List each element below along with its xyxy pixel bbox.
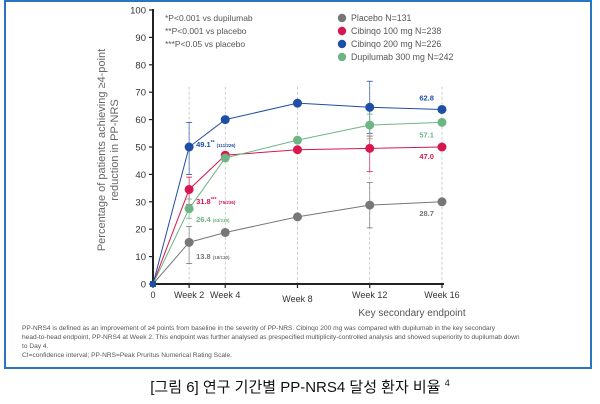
y-tick-label: 30 xyxy=(135,197,146,208)
data-label: 13.8 (18/130) xyxy=(196,252,230,261)
x-tick-label: Week 8 xyxy=(282,294,312,304)
legend-marker xyxy=(337,39,347,49)
chart: 0 10 20 30 40 50 60 70 80 90 100 0 Week 2 Week 4 Week … xyxy=(96,6,466,320)
x-tick-label: Week 2 xyxy=(174,290,204,300)
data-point xyxy=(437,142,447,152)
significance-footnote: *P<0.001 vs dupilumab xyxy=(165,13,253,23)
legend-label: Placebo N=131 xyxy=(351,13,412,23)
data-point xyxy=(292,135,302,145)
data-label: 31.8*** (75/236) xyxy=(196,197,236,206)
significance-footnote: **P<0.001 vs placebo xyxy=(165,26,247,36)
data-label: 49.1** (111/226) xyxy=(196,140,236,149)
x-axis-label: Key secondary endpoint xyxy=(358,308,466,319)
legend-marker xyxy=(337,13,347,23)
footnote-line: head-to-head endpoint, PP-NRS4 at Week 2… xyxy=(22,334,520,341)
y-tick-label: 0 xyxy=(141,280,146,291)
y-tick-label: 70 xyxy=(135,88,146,99)
data-label: 47.0 xyxy=(419,152,434,161)
data-point xyxy=(292,145,302,155)
y-tick-label: 50 xyxy=(135,143,146,154)
data-point xyxy=(184,204,194,214)
x-tick-label: Week 16 xyxy=(424,290,459,300)
y-tick-label: 90 xyxy=(135,33,146,44)
data-point xyxy=(365,102,375,112)
data-point xyxy=(184,237,194,247)
caption-text: [그림 6] 연구 기간별 PP-NRS4 달성 환자 비율 xyxy=(150,379,441,396)
legend-label: Cibinqo 100 mg N=238 xyxy=(351,26,441,36)
x-tick-label: Week 4 xyxy=(210,290,240,300)
data-label: 28.7 xyxy=(419,209,434,218)
series-line xyxy=(152,201,442,285)
y-axis-label: Percentage of patients achieving ≥4-poin… xyxy=(96,49,121,251)
y-tick-label: 40 xyxy=(135,170,146,181)
data-label: 26.4 (63/239) xyxy=(196,215,230,224)
footnote-line: PP-NRS4 is defined as an improvement of … xyxy=(22,325,496,332)
origin-point xyxy=(150,281,156,287)
y-tick-label: 10 xyxy=(135,252,146,263)
data-point xyxy=(292,212,302,222)
series-line xyxy=(152,121,442,285)
series-line xyxy=(152,146,442,285)
data-point xyxy=(437,117,447,127)
data-label: 62.8 xyxy=(419,93,434,102)
caption-reference: 4 xyxy=(444,378,450,388)
y-tick-label: 100 xyxy=(130,6,146,17)
figure-frame xyxy=(4,0,592,369)
y-tick-label: 20 xyxy=(135,225,146,236)
footnote-line: CI=confidence interval; PP-NRS=Peak Prur… xyxy=(22,352,232,359)
x-tick-label: 0 xyxy=(150,290,155,300)
data-point xyxy=(220,153,230,163)
figure-caption: [그림 6] 연구 기간별 PP-NRS4 달성 환자 비율 4 xyxy=(0,376,600,397)
data-point xyxy=(437,104,447,114)
data-point xyxy=(365,200,375,210)
data-point xyxy=(292,98,302,108)
significance-footnote: ***P<0.05 vs placebo xyxy=(165,39,245,49)
y-tick-label: 60 xyxy=(135,115,146,126)
data-point xyxy=(365,143,375,153)
legend-marker xyxy=(337,52,347,62)
data-label: 57.1 xyxy=(419,130,434,139)
data-point xyxy=(220,227,230,237)
data-point xyxy=(365,120,375,130)
legend-marker xyxy=(337,26,347,36)
x-tick-label: Week 12 xyxy=(352,290,387,300)
series-line xyxy=(152,102,442,285)
legend-label: Dupilumab 300 mg N=242 xyxy=(351,52,454,62)
data-point xyxy=(220,115,230,125)
footnote-line: to Day 4. xyxy=(22,343,49,350)
legend-label: Cibinqo 200 mg N=226 xyxy=(351,39,441,49)
y-tick-label: 80 xyxy=(135,60,146,71)
data-point xyxy=(184,142,194,152)
data-point xyxy=(184,184,194,194)
data-point xyxy=(437,197,447,207)
